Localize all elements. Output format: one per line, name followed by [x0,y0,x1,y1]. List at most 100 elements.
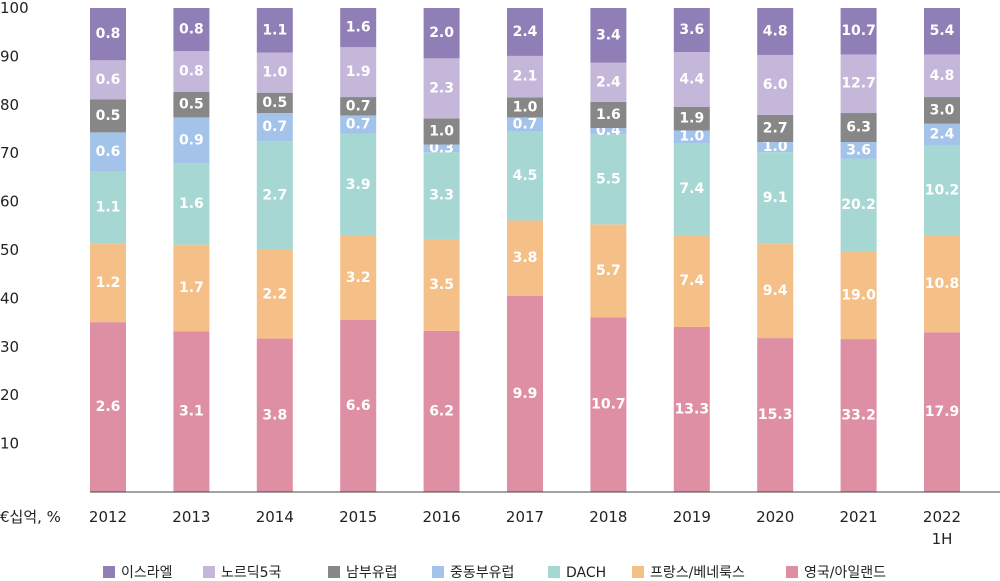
bar-segment [423,144,460,153]
data-label: 33.2 [841,408,876,424]
bar-segment [173,117,210,164]
bar-segment [173,331,210,492]
data-label: 9.4 [763,283,788,299]
x-tick-label: 2021 [840,508,878,526]
bar-segment [757,142,794,153]
bar-segment [90,322,126,492]
bar-segment [423,8,460,59]
legend-label: 프랑스/베네룩스 [650,565,745,581]
legend-swatch [103,566,115,578]
x-tick-label: 2013 [172,508,210,526]
data-label: 1.6 [596,107,621,123]
data-label: 2.0 [429,25,454,41]
data-label: 0.5 [179,97,204,113]
data-label: 10.7 [591,397,626,413]
data-label: 3.9 [346,177,371,193]
bar-segment [256,250,293,339]
data-label: 0.7 [346,98,371,114]
bar-segment [757,338,794,492]
data-label: 0.5 [262,95,287,111]
legend-swatch [328,566,340,578]
bar-segment [340,133,377,236]
x-tick-label: 2019 [673,508,711,526]
bar-segment [757,114,794,143]
x-axis: 2012 2013 2014 2015 2016 2017 2018 2019 2020 2021… [89,508,961,548]
bar-segment [673,8,710,53]
bar-segment [924,123,960,145]
data-label: 9.1 [763,190,788,206]
x-tick-label: 2016 [423,508,461,526]
data-label: 13.3 [675,401,710,417]
data-label: 0.6 [96,144,121,160]
legend-swatch [203,566,215,578]
data-label: 1.0 [679,129,704,145]
legend-swatch [548,566,560,578]
y-tick-label: 30 [0,338,19,356]
y-tick-label: 60 [0,193,19,211]
data-label: 1.1 [262,22,287,38]
bar-segment [924,54,960,98]
bar-segment [173,163,210,245]
bar-segment [840,142,877,159]
legend-label: DACH [566,565,606,581]
bar-segment [673,326,710,492]
x-tick-label: 2020 [756,508,794,526]
data-label: 1.7 [179,280,204,296]
legend-label: 남부유럽 [346,565,398,581]
bar-segment [757,152,794,244]
bar-segment [590,8,627,63]
data-label: 4.5 [513,168,538,184]
data-label: 2.6 [96,399,121,415]
bar-segment [340,319,377,492]
data-label: 5.7 [596,263,621,279]
data-label: 2.3 [429,80,454,96]
bar-segment [673,234,710,327]
data-label: 6.2 [429,403,454,419]
bar-segment [840,339,877,492]
data-label: 1.6 [179,196,204,212]
bar-segment [423,152,460,239]
bar-segment [757,54,794,115]
data-label: 10.7 [841,23,876,39]
bar-segment [924,144,960,236]
bar-segment [840,8,877,55]
x-tick-label: 2012 [89,508,127,526]
data-label: 2.4 [930,126,955,142]
x-tick-label: 2017 [506,508,544,526]
data-label: 2.4 [513,24,538,40]
bar-segment [173,244,210,332]
bar-segment [256,338,293,492]
data-label: 20.2 [841,197,876,213]
data-label: 6.0 [763,77,788,93]
data-label: 0.7 [346,117,371,133]
data-label: 0.7 [262,119,287,135]
data-label: 6.6 [346,398,371,414]
x-tick-label: 2015 [339,508,377,526]
legend-label: 노르딕5국 [221,565,282,581]
data-label: 7.4 [679,273,704,289]
bar-segment [590,101,627,129]
data-label: 9.9 [513,386,538,402]
legend: 이스라엘 노르딕5국 남부유럽 중동부유럽 DACH 프랑스/베네룩스 영국/아일랜드 [103,565,886,581]
bar-segment [840,251,877,340]
legend-swatch [432,566,444,578]
bar-segment [256,8,293,53]
bar-segment [924,97,960,124]
bar-segment [256,113,293,142]
bar-segment [423,330,460,492]
y-tick-label: 20 [0,386,19,404]
bar-segment [423,118,460,145]
data-label: 2.7 [763,121,788,137]
bar-segment [90,132,126,172]
y-tick-label: 80 [0,96,19,114]
bar-segment [590,224,627,318]
bar-segment [423,58,460,119]
x-tick-label: 2018 [589,508,627,526]
data-label: 4.8 [930,68,955,84]
bar-segment [340,115,377,134]
data-label: 1.0 [763,139,788,155]
data-label: 3.2 [346,270,371,286]
legend-swatch [786,566,798,578]
x-tick-label: 2014 [256,508,294,526]
